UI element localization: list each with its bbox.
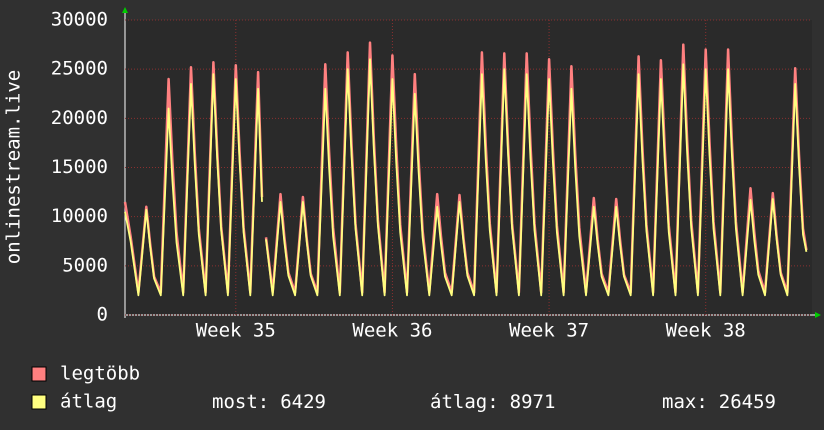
legend-stat: átlag: 8971 <box>430 391 555 413</box>
stat-value: 6429 <box>280 391 326 413</box>
x-tick-label: Week 36 <box>352 320 432 342</box>
y-tick-label: 15000 <box>51 156 108 178</box>
y-axis-label: onlinestream.live <box>3 70 25 264</box>
stat-value: 26459 <box>719 391 776 413</box>
y-tick-label: 10000 <box>51 205 108 227</box>
x-tick-label: Week 37 <box>509 320 589 342</box>
legend-swatch <box>31 366 47 382</box>
x-tick-label: Week 35 <box>196 320 276 342</box>
y-tick-label: 5000 <box>62 254 108 276</box>
legend-label: átlag <box>60 391 117 413</box>
y-tick-label: 20000 <box>51 107 108 129</box>
lines <box>123 41 808 297</box>
legend-label: legtöbb <box>60 363 140 385</box>
legend-stat: max: 26459 <box>662 391 776 413</box>
stat-value: 8971 <box>510 391 556 413</box>
legend-swatch <box>31 394 47 410</box>
x-axis-arrow <box>815 312 821 318</box>
y-tick-label: 30000 <box>51 9 108 31</box>
stat-label: átlag: <box>430 391 499 413</box>
stat-label: max: <box>662 391 708 413</box>
y-tick-label: 0 <box>97 304 108 326</box>
x-tick-label: Week 38 <box>666 320 746 342</box>
legend: legtöbb átlag most: 6429 átlag: 8971 max: 26459 <box>31 363 776 413</box>
y-axis-arrow <box>122 7 128 13</box>
stat-label: most: <box>212 391 269 413</box>
legend-stat: most: 6429 <box>212 391 326 413</box>
y-tick-label: 25000 <box>51 58 108 80</box>
series-line <box>124 58 808 297</box>
